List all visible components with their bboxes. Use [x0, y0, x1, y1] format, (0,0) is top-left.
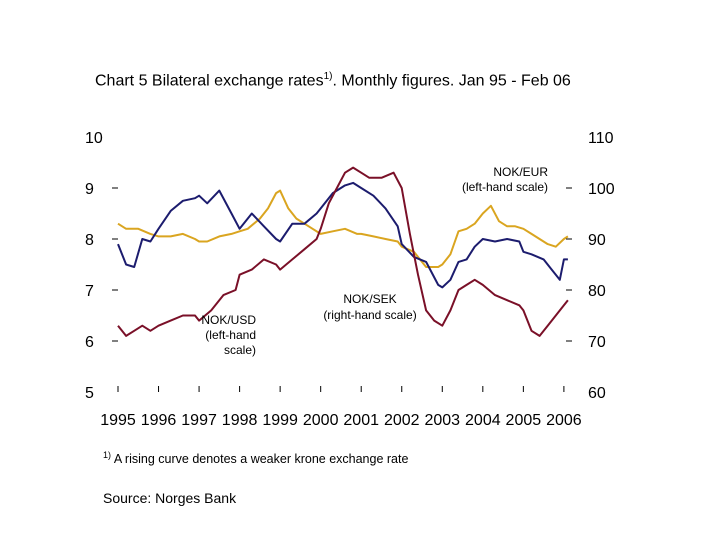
chart-title-rest: . Monthly figures. Jan 95 - Feb 06: [332, 72, 571, 90]
series-line-nok-usd: [117, 181, 568, 289]
x-tick-label: 1998: [222, 412, 258, 429]
y-left-tick-label: 7: [85, 283, 94, 300]
x-tick-label: 2002: [384, 412, 420, 429]
y-right-tick-label: 110: [588, 130, 614, 147]
y-left-tick-label: 9: [85, 181, 94, 198]
x-tick-label: 1996: [141, 412, 177, 429]
x-tick-label: 2005: [506, 412, 542, 429]
x-tick-label: 2000: [303, 412, 339, 429]
y-left-tick-label: 10: [85, 130, 103, 147]
x-tick-label: 1999: [262, 412, 298, 429]
y-right-tick-label: 70: [588, 334, 606, 351]
source-note: Source: Norges Bank: [103, 490, 237, 506]
series-line-nok-eur: [117, 189, 569, 268]
footnote-text: A rising curve denotes a weaker krone ex…: [113, 452, 409, 467]
annotation-usd: scale): [224, 343, 256, 357]
x-tick-label: 1997: [181, 412, 217, 429]
annotation-sek: NOK/SEK: [343, 292, 396, 306]
annotation-sek: (right-hand scale): [323, 308, 416, 322]
x-tick-label: 2001: [343, 412, 379, 429]
x-tick-label: 1995: [100, 412, 136, 429]
series-line-nok-sek: [117, 166, 569, 337]
y-right-tick-label: 100: [588, 181, 615, 198]
x-tick-label: 2004: [465, 412, 501, 429]
annotation-eur: NOK/EUR: [493, 165, 548, 179]
y-right-tick-label: 60: [588, 385, 606, 402]
annotation-eur: (left-hand scale): [462, 180, 548, 194]
footnote: 1) A rising curve denotes a weaker krone…: [103, 447, 443, 467]
annotation-usd: (left-hand: [205, 328, 256, 342]
annotation-usd: NOK/USD: [201, 313, 256, 327]
y-right-tick-label: 90: [588, 232, 606, 249]
chart-title-main: Chart 5 Bilateral exchange rates: [95, 72, 324, 90]
x-tick-label: 2003: [424, 412, 460, 429]
x-tick-label: 2006: [546, 412, 582, 429]
chart-title: Chart 5 Bilateral exchange rates1). Mont…: [95, 66, 575, 91]
y-left-tick-label: 8: [85, 232, 94, 249]
footnote-marker: 1): [103, 450, 112, 460]
chart-title-footnote-marker: 1): [323, 71, 333, 82]
y-right-tick-label: 80: [588, 283, 606, 300]
y-left-tick-label: 6: [85, 334, 94, 351]
y-left-tick-label: 5: [85, 385, 94, 402]
